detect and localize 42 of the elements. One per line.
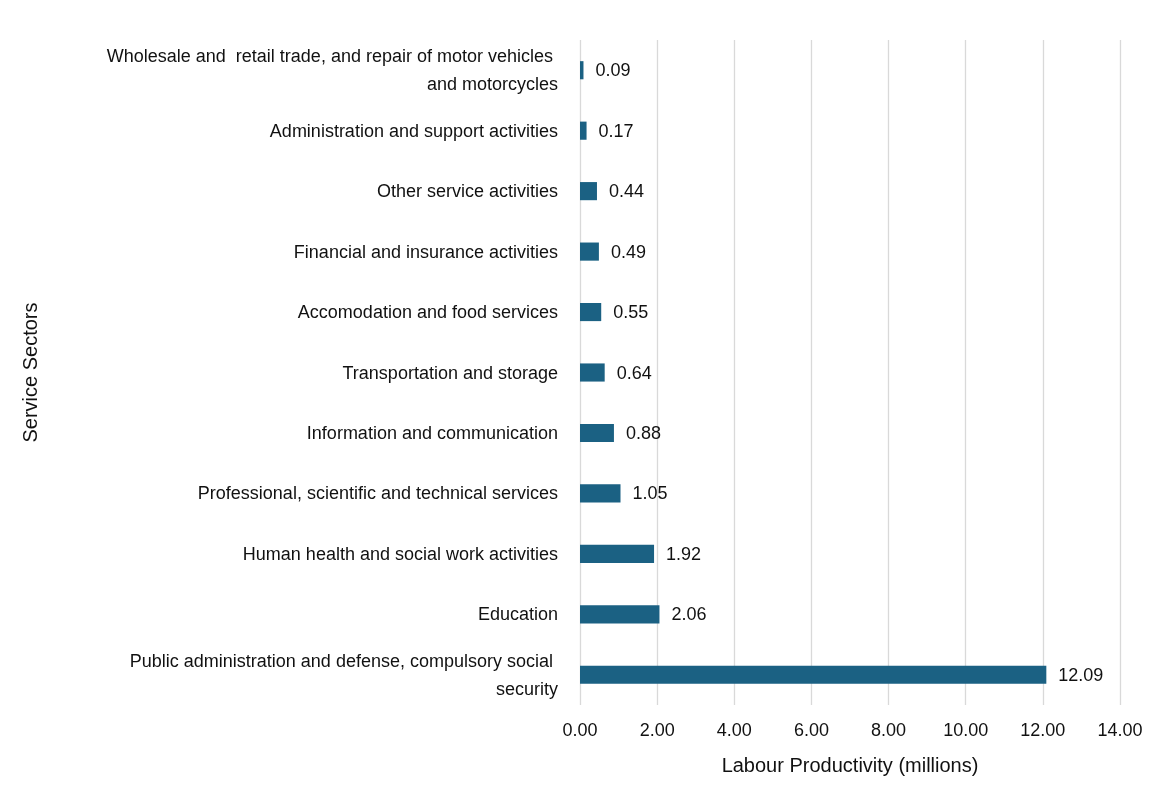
x-tick-label: 2.00 — [639, 720, 675, 740]
y-tick-label: Information and communication — [306, 422, 558, 443]
y-tick-label: Education — [477, 604, 558, 625]
y-axis-title: Service Sectors — [19, 302, 41, 443]
x-tick-label: 4.00 — [716, 720, 752, 740]
bar — [580, 242, 599, 261]
data-label: 0.09 — [595, 60, 631, 81]
y-tick-label: Other service activities — [376, 181, 558, 202]
x-tick-label: 10.00 — [943, 720, 989, 740]
data-label: 12.09 — [1058, 664, 1104, 685]
data-label: 0.55 — [613, 302, 649, 323]
data-label: 0.88 — [625, 422, 661, 443]
x-tick-label: 0.00 — [562, 720, 598, 740]
x-tick-label: 12.00 — [1020, 720, 1066, 740]
bar — [580, 544, 655, 563]
data-label: 0.64 — [616, 362, 652, 383]
bar — [580, 423, 614, 443]
bar — [580, 605, 660, 624]
y-tick-label: Financial and insurance activities — [293, 241, 558, 262]
data-label: 0.17 — [598, 120, 634, 141]
bar — [580, 302, 602, 322]
data-label: 0.44 — [608, 181, 645, 202]
y-tick-label: Professional, scientific and technical services — [197, 483, 558, 504]
y-tick-label: Wholesale and retail trade, and repair of motor vehicles and motorcycles — [106, 46, 558, 95]
y-tick-label: Transportation and storage — [342, 362, 558, 383]
data-label: 1.05 — [632, 483, 668, 504]
x-tick-label: 8.00 — [871, 720, 907, 740]
x-axis-title: Labour Productivity (millions) — [721, 754, 979, 776]
y-tick-label: Human health and social work activities — [242, 543, 558, 564]
bar — [580, 121, 587, 140]
y-tick-label: Public administration and defense, compulsory social security — [129, 650, 558, 699]
y-tick-label: Administration and support activities — [269, 120, 558, 141]
data-label: 2.06 — [671, 604, 707, 625]
bar — [580, 363, 605, 382]
data-label: 1.92 — [666, 543, 702, 564]
data-label: 0.49 — [610, 241, 646, 262]
bar — [580, 182, 597, 201]
bar — [580, 484, 621, 503]
x-tick-label: 14.00 — [1097, 720, 1143, 740]
x-tick-label: 6.00 — [793, 720, 829, 740]
bar — [580, 665, 1047, 684]
y-tick-label: Accomodation and food services — [297, 302, 558, 323]
